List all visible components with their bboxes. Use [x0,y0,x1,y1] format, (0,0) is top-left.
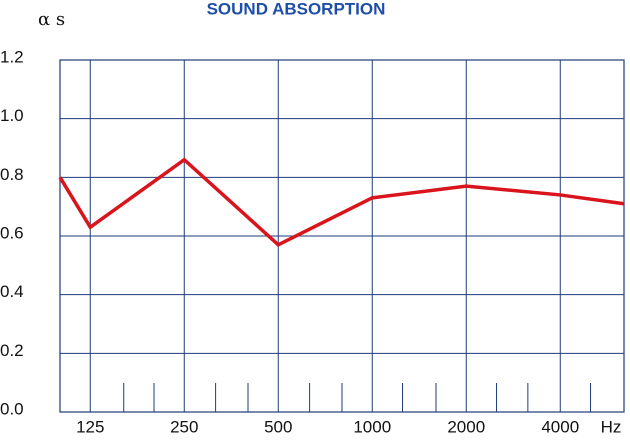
y-tick-label: 0.2 [0,341,24,360]
chart-title: SOUND ABSORPTION [207,0,386,18]
y-tick-label: 0.6 [0,223,24,242]
x-tick-label: 1000 [353,417,391,436]
x-tick-label: 125 [76,417,104,436]
plot-border [59,59,625,413]
x-axis-label: Hz [601,417,622,436]
x-tick-label: 500 [264,417,292,436]
y-tick-label: 0.4 [0,282,24,301]
y-tick-label: 0.0 [0,399,24,418]
data-line [58,157,625,247]
y-tick-label: 1.2 [0,47,24,66]
y-tick-label: 1.0 [0,106,24,125]
y-axis-label: α s [38,9,65,30]
x-tick-label: 2000 [447,417,485,436]
y-tick-label: 0.8 [0,165,24,184]
x-tick-label: 4000 [541,417,579,436]
x-tick-label: 250 [170,417,198,436]
